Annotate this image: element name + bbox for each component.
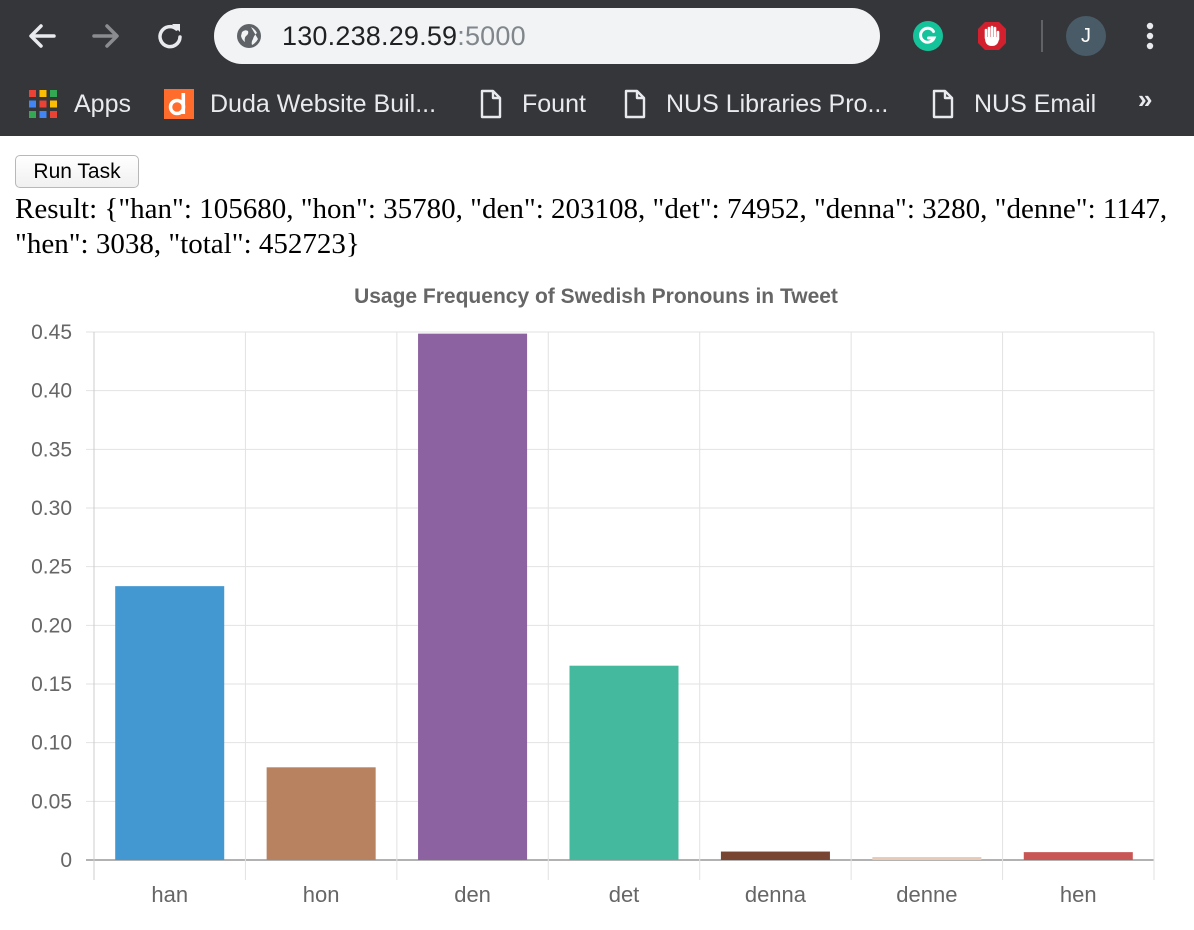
bookmark-nus-email[interactable]: NUS Email (928, 85, 1096, 123)
x-tick-label: det (609, 882, 640, 907)
profile-avatar[interactable]: J (1066, 16, 1106, 56)
chart-title: Usage Frequency of Swedish Pronouns in T… (354, 285, 838, 308)
bookmark-label: NUS Libraries Pro... (666, 89, 889, 118)
bookmark-fount[interactable]: Fount (476, 85, 586, 123)
url-text: 130.238.29.59:5000 (282, 21, 526, 51)
y-tick-label: 0.40 (31, 380, 72, 403)
chart-bars (115, 333, 1133, 860)
bar-chart: Usage Frequency of Swedish Pronouns in T… (31, 285, 1155, 907)
browser-toolbar: 130.238.29.59:5000 J (0, 0, 1194, 72)
bar-han (115, 586, 225, 860)
back-arrow-icon[interactable] (24, 18, 60, 54)
bar-hon (266, 767, 376, 860)
bookmark-label: Duda Website Buil... (210, 89, 437, 118)
y-tick-label: 0.10 (31, 732, 72, 755)
y-tick-label: 0.30 (31, 497, 72, 520)
forward-arrow-icon[interactable] (88, 18, 124, 54)
page-icon (624, 89, 646, 119)
result-text: Result: {"han": 105680, "hon": 35780, "d… (15, 193, 1168, 260)
bookmarks-bar: Apps Duda Website Buil... Fount NUS Libr… (0, 72, 1194, 136)
bookmarks-overflow-chevron-icon[interactable]: » (1138, 84, 1153, 114)
apps-grid-icon (29, 90, 57, 118)
globe-icon (237, 24, 261, 48)
bar-den (418, 333, 528, 860)
bookmark-label: Fount (522, 89, 586, 118)
more-menu-icon[interactable] (1138, 20, 1162, 52)
url-host: 130.238.29.59 (282, 21, 458, 51)
address-bar[interactable]: 130.238.29.59:5000 (214, 8, 880, 64)
x-tick-label: denne (896, 882, 957, 907)
bookmark-duda[interactable]: Duda Website Buil... (164, 85, 436, 123)
y-tick-label: 0.35 (31, 438, 72, 461)
toolbar-separator (1041, 20, 1043, 52)
y-tick-label: 0.05 (31, 790, 72, 813)
x-tick-label: hon (303, 882, 340, 907)
bookmark-nus-libraries[interactable]: NUS Libraries Pro... (620, 85, 888, 123)
bookmark-apps[interactable]: Apps (28, 85, 131, 123)
x-tick-label: hen (1060, 882, 1097, 907)
y-tick-label: 0.25 (31, 556, 72, 579)
duda-logo-icon (164, 89, 194, 119)
page-icon (932, 89, 954, 119)
y-tick-label: 0.15 (31, 673, 72, 696)
adblock-hand-icon[interactable] (976, 20, 1008, 52)
x-tick-label: den (454, 882, 491, 907)
bookmark-label: NUS Email (974, 89, 1097, 118)
bar-hen (1023, 852, 1133, 860)
bar-det (569, 665, 679, 860)
y-tick-label: 0.20 (31, 614, 72, 637)
reload-icon[interactable] (152, 18, 188, 54)
y-tick-label: 0.45 (31, 321, 72, 344)
run-task-button[interactable]: Run Task (15, 155, 139, 188)
chart-axes: 0 0.05 0.10 0.15 0.20 0.25 0.30 0.35 0.40 0.45 han… (31, 321, 1097, 907)
x-tick-label: han (151, 882, 188, 907)
bar-denna (720, 851, 830, 860)
y-tick-label: 0 (60, 849, 72, 872)
x-tick-label: denna (745, 882, 807, 907)
bar-denne (872, 857, 982, 860)
url-port: :5000 (457, 21, 526, 51)
bookmark-label: Apps (74, 89, 131, 118)
page-icon (480, 89, 502, 119)
grammarly-icon[interactable] (912, 20, 944, 52)
